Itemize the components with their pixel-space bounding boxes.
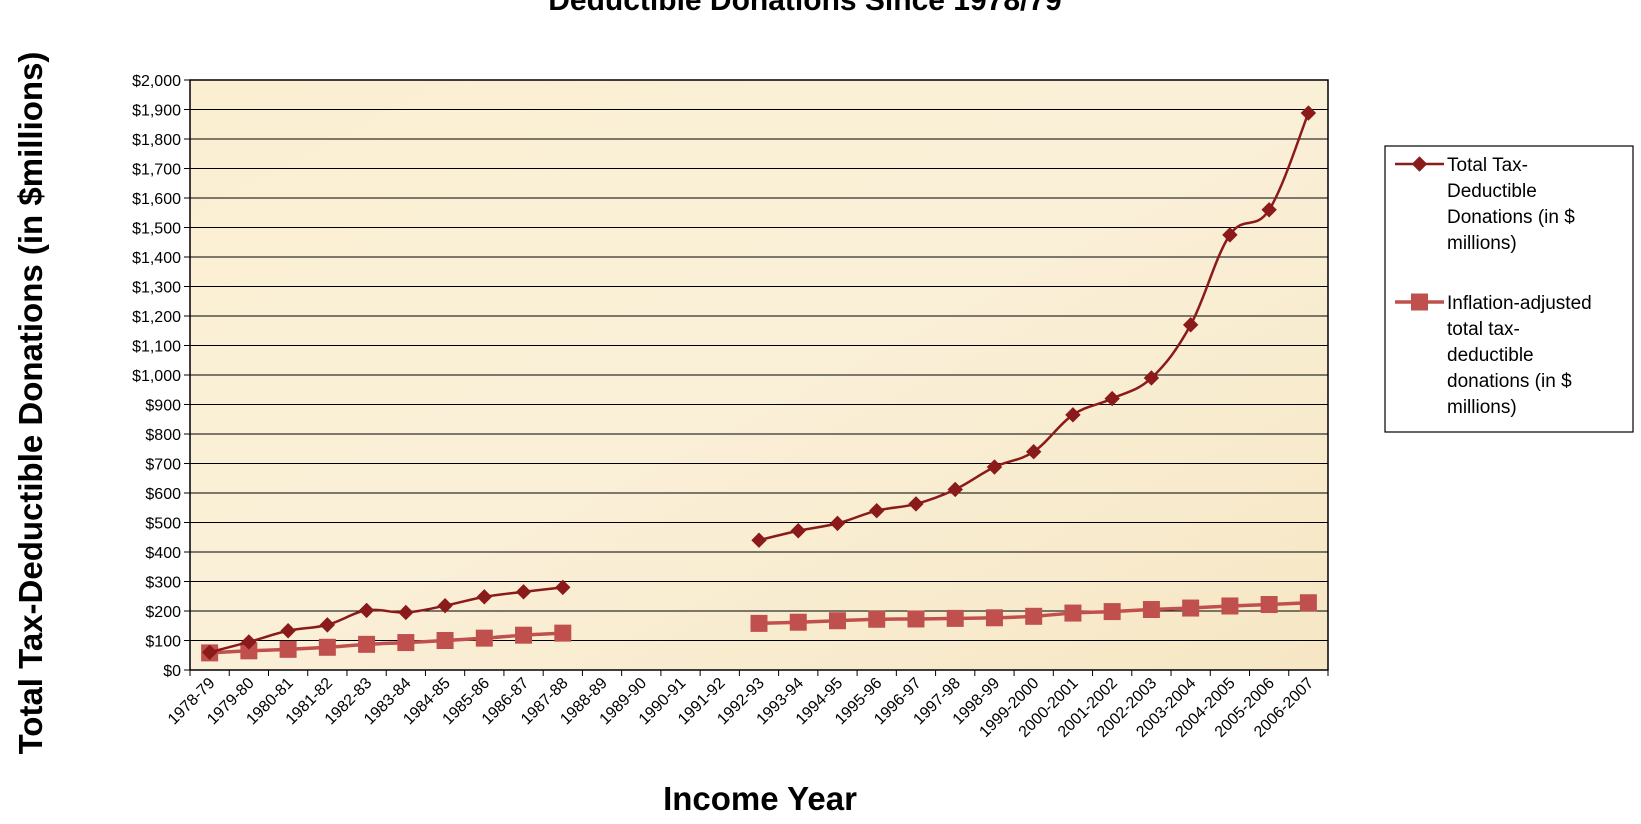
y-tick-label: $1,200 — [132, 309, 181, 326]
data-point — [1182, 599, 1200, 617]
legend-label: millions) — [1447, 233, 1517, 254]
data-point — [318, 638, 336, 656]
data-point — [1142, 601, 1160, 619]
y-tick-label: $900 — [145, 398, 181, 415]
y-tick-label: $100 — [145, 634, 181, 651]
y-tick-label: $1,600 — [132, 191, 181, 208]
y-tick-label: $1,400 — [132, 250, 181, 267]
data-point — [1222, 227, 1238, 243]
legend-label: total tax- — [1447, 319, 1520, 340]
y-tick-label: $200 — [145, 604, 181, 621]
data-point — [1104, 390, 1120, 407]
plot-border — [189, 79, 1329, 671]
y-tick-label: $2,000 — [132, 73, 181, 90]
legend-box — [1384, 145, 1634, 433]
y-tick-label: $1,100 — [132, 339, 181, 356]
y-tick-label: $1,700 — [132, 162, 181, 179]
data-point — [475, 629, 493, 647]
y-axis-title: Total Tax-Deductible Donations (in $mill… — [12, 52, 49, 755]
data-point — [436, 632, 454, 649]
data-point — [358, 602, 375, 619]
gridlines — [190, 79, 1328, 671]
data-point — [789, 613, 807, 631]
data-point — [476, 589, 493, 605]
series-layer — [201, 105, 1317, 662]
data-point — [828, 612, 846, 630]
series-inflation-adjusted — [201, 594, 1317, 662]
y-tick-label: $300 — [145, 575, 181, 592]
x-axis-title: Income Year — [663, 780, 857, 817]
chart-title: Deductible Donations Since 1978/79 — [548, 0, 1062, 17]
data-point — [1025, 607, 1043, 625]
data-point — [280, 623, 296, 639]
data-point — [986, 459, 1003, 475]
data-point — [515, 626, 533, 644]
legend-item: Inflation-adjusted total tax-deductible do… — [1395, 293, 1592, 418]
y-axis-ticks: $0 $100 $200 $300 $400 $500 $600 $700 $800 $900 $1… — [132, 73, 190, 680]
data-point — [1260, 596, 1278, 614]
data-point — [829, 515, 846, 532]
data-point — [1065, 407, 1081, 423]
data-point — [437, 597, 453, 614]
data-point — [554, 624, 572, 642]
legend-label: Donations (in $ — [1447, 207, 1575, 228]
data-point — [1143, 370, 1160, 386]
data-point — [1103, 603, 1121, 621]
legend-label: deductible — [1447, 345, 1534, 366]
data-point — [1064, 604, 1082, 622]
legend-swatch-marker — [1411, 156, 1428, 172]
data-point — [946, 609, 964, 627]
legend-item: Total Tax- Deductible Donations (in $ milli… — [1395, 155, 1575, 254]
data-point — [1299, 594, 1317, 612]
data-point — [907, 610, 925, 628]
y-tick-label: $1,900 — [132, 103, 181, 120]
legend-label: Inflation-adjusted — [1447, 293, 1592, 314]
data-point — [908, 496, 924, 512]
y-tick-label: $800 — [145, 427, 181, 444]
x-axis-ticks: 1978-791979-801980-811981-821982-831983-… — [165, 670, 1329, 741]
series-line — [209, 631, 563, 655]
y-tick-label: $600 — [145, 486, 181, 503]
y-tick-label: $1,000 — [132, 368, 181, 385]
y-tick-label: $1,800 — [132, 132, 181, 149]
data-point — [1300, 105, 1317, 121]
data-point — [947, 481, 963, 498]
data-point — [790, 523, 806, 539]
y-tick-label: $400 — [145, 545, 181, 562]
data-point — [398, 604, 414, 621]
data-point — [201, 644, 218, 661]
legend-label: donations (in $ — [1447, 371, 1572, 392]
data-point — [241, 634, 257, 650]
legend-items: Total Tax- Deductible Donations (in $ milli… — [1395, 155, 1592, 418]
series-total — [201, 105, 1317, 661]
data-point — [555, 579, 571, 596]
legend-label: Total Tax- — [1447, 155, 1528, 176]
data-point — [868, 610, 886, 628]
data-point — [751, 532, 767, 548]
data-point — [1182, 317, 1199, 333]
data-point — [319, 617, 336, 633]
legend: Total Tax- Deductible Donations (in $ milli… — [1384, 145, 1634, 433]
legend-label: Deductible — [1447, 181, 1537, 202]
data-point — [279, 640, 297, 658]
data-point — [1221, 597, 1239, 615]
data-point — [1261, 202, 1277, 218]
y-tick-label: $700 — [145, 457, 181, 474]
y-tick-label: $0 — [163, 663, 181, 680]
data-point — [750, 614, 768, 632]
data-point — [1025, 443, 1042, 460]
y-tick-label: $500 — [145, 516, 181, 533]
y-tick-label: $1,300 — [132, 280, 181, 297]
legend-swatch-marker — [1411, 293, 1428, 311]
data-point — [869, 502, 885, 519]
series-line — [209, 586, 563, 654]
data-point — [358, 635, 376, 653]
data-point — [985, 609, 1003, 627]
data-point — [515, 584, 532, 600]
data-point — [397, 634, 415, 652]
legend-label: millions) — [1447, 397, 1517, 418]
y-tick-label: $1,500 — [132, 221, 181, 238]
